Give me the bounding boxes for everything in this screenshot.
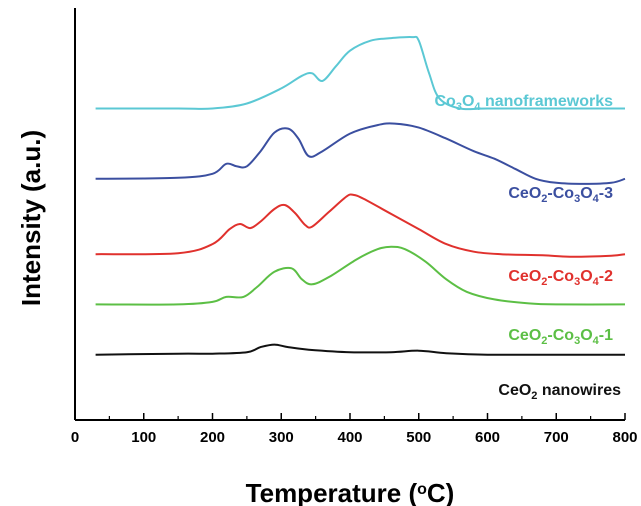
y-axis-title: Intensity (a.u.) <box>16 130 46 306</box>
x-tick-label: 400 <box>337 429 362 446</box>
x-tick-label: 300 <box>269 429 294 446</box>
series-line-ceo2 <box>95 343 625 356</box>
x-tick-label: 200 <box>200 429 225 446</box>
series-label-co3o4: Co3O4 nanoframeworks <box>434 93 613 113</box>
x-axis-title-sup: o <box>417 481 427 498</box>
series-label-ceo2_co3o4_2: CeO2-Co3O4-2 <box>508 268 613 288</box>
x-tick-label: 0 <box>71 429 79 446</box>
series-line-ceo2_co3o4_3 <box>95 122 626 185</box>
x-tick-label: 600 <box>475 429 500 446</box>
series-line-ceo2_co3o4_2 <box>95 193 626 258</box>
x-axis-title: Temperature (oC) <box>246 478 455 506</box>
series-layer <box>95 35 626 356</box>
x-tick-label: 800 <box>612 429 637 446</box>
x-axis-title-end: C) <box>427 478 454 506</box>
series-label-ceo2_co3o4_1: CeO2-Co3O4-1 <box>508 327 613 347</box>
x-tick-label: 700 <box>544 429 569 446</box>
series-line-co3o4 <box>95 35 625 111</box>
x-tick-label: 500 <box>406 429 431 446</box>
series-label-ceo2_co3o4_3: CeO2-Co3O4-3 <box>508 185 613 205</box>
series-line-ceo2_co3o4_1 <box>95 245 626 306</box>
x-tick-label: 100 <box>131 429 156 446</box>
x-axis-title-text: Temperature ( <box>246 478 418 506</box>
series-labels: Co3O4 nanoframeworks CeO2-Co3O4-3 CeO2-Co3… <box>434 93 621 402</box>
axes: 0 100 200 300 400 500 600 700 800 <box>71 8 638 446</box>
series-label-ceo2: CeO2 nanowires <box>498 382 621 402</box>
